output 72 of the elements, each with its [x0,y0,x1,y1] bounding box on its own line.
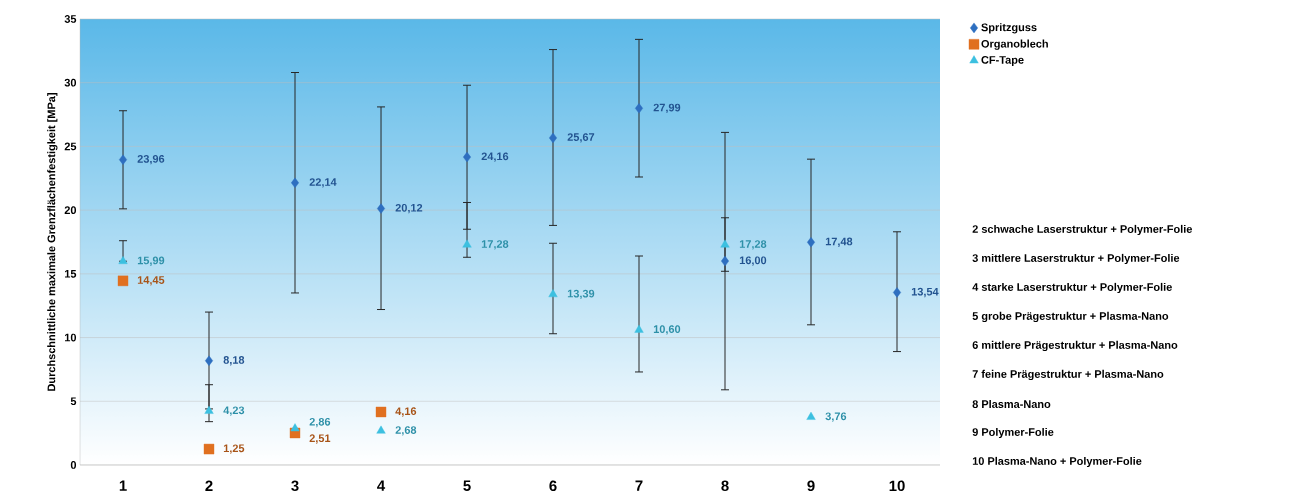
point [119,154,127,165]
y-tick-label: 10 [64,333,77,342]
text: 4 starke Laserstruktur + Polymer-Folie [972,282,1172,294]
data-label: 13,54 [911,287,939,298]
text: 8 Plasma-Nano [972,399,1051,409]
data-label: 24,16 [481,152,509,162]
data-label: 17,28 [739,240,767,250]
data-label: 8,18 [223,356,245,366]
point [720,239,730,248]
point [635,103,643,114]
point [375,406,387,418]
data-label: 25,67 [567,133,595,143]
point [807,237,815,248]
text: 2 schwache Laserstruktur + Polymer-Folie [972,224,1192,236]
x-tick-label: 6 [549,480,557,492]
data-label: 23,96 [137,155,165,165]
data-label: 3,76 [825,412,847,422]
data-label: 22,14 [309,178,337,188]
y-tick-label: 20 [64,206,77,215]
point [634,324,644,333]
legend-label: Organoblech [981,39,1048,50]
x-tick-label: 9 [807,480,815,492]
legend-label: CF-Tape [981,56,1024,66]
data-label: 10,60 [653,325,681,335]
legend-label: Spritzguss [981,23,1037,34]
x-tick-label: 8 [721,480,729,492]
y-tick-label: 35 [64,15,77,23]
y-tick-label: 30 [64,78,77,87]
data-label: 4,23 [223,406,245,416]
data-label: 20,12 [395,203,423,214]
data-label: 17,48 [825,237,853,247]
data-label: 14,45 [137,276,165,286]
point [203,443,215,455]
point [205,355,213,366]
point [290,423,300,432]
text: 10 Plasma-Nano + Polymer-Folie [972,456,1142,468]
data-label: 4,16 [395,407,417,417]
y-tick-label: 5 [70,397,77,406]
point [377,203,385,214]
x-tick-label: 2 [205,480,213,491]
data-label: 1,25 [223,444,245,454]
point [548,289,558,298]
point [462,239,472,248]
data-label: 2,51 [309,434,331,444]
data-label: 16,00 [739,256,767,266]
x-tick-label: 1 [119,480,127,491]
text: 6 mittlere Prägestruktur + Plasma-Nano [972,340,1178,352]
point [376,425,386,434]
x-tick-label: 3 [291,480,299,492]
point [806,411,816,420]
point [893,287,901,298]
text: 7 feine Prägestruktur + Plasma-Nano [972,369,1164,381]
point [204,405,214,414]
data-label: 13,39 [567,289,595,300]
data-label: 27,99 [653,103,681,113]
data-label: 17,28 [481,240,509,250]
data-label: 15,99 [137,256,165,266]
x-tick-label: 7 [635,480,643,491]
x-tick-label: 10 [889,480,905,492]
point [117,275,129,287]
x-tick-label: 5 [463,480,471,491]
point [118,256,128,264]
data-label: 2,86 [309,417,331,428]
y-tick-label: 0 [70,461,77,469]
y-tick-label: 15 [64,270,77,278]
y-tick-label: 25 [64,142,77,151]
x-tick-label: 4 [377,480,386,491]
text: 3 mittlere Laserstruktur + Polymer-Folie [972,253,1180,265]
y-axis-title: Durchschnittliche maximale Grenzflächenfestigkeit [MPa] [47,93,58,391]
data-label: 2,68 [395,426,417,436]
text: 9 Polymer-Folie [972,427,1054,439]
text: 5 grobe Prägestruktur + Plasma-Nano [972,311,1169,323]
